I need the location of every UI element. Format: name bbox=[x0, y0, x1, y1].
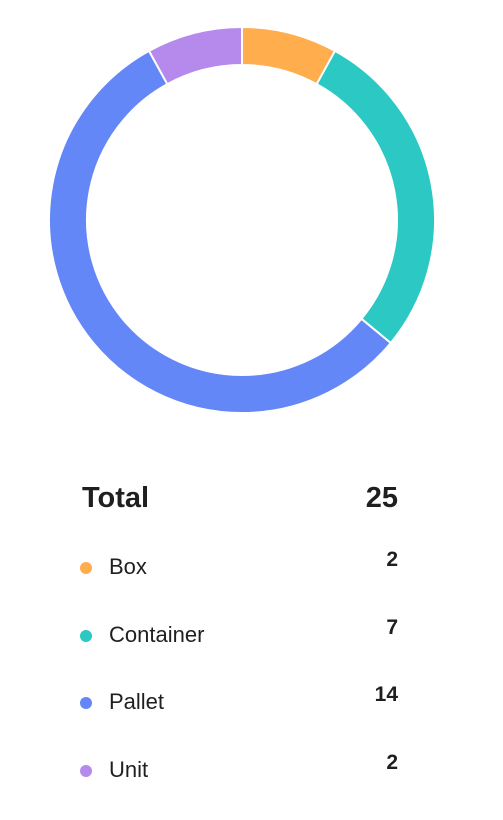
legend-value-pallet: 14 bbox=[374, 683, 398, 706]
legend-value-box: 2 bbox=[386, 548, 398, 571]
legend-item-box: Box 2 bbox=[80, 548, 398, 616]
legend-item-pallet: Pallet 14 bbox=[80, 683, 398, 751]
donut-slice-unit bbox=[147, 25, 243, 86]
donut-slice-pallet bbox=[48, 49, 393, 414]
legend-marker-pallet bbox=[80, 697, 92, 709]
donut-chart bbox=[48, 25, 436, 414]
legend-value-unit: 2 bbox=[386, 750, 398, 774]
total-value: 25 bbox=[365, 481, 398, 514]
legend-label-box: Box bbox=[109, 554, 147, 579]
legend-item-container: Container 7 bbox=[80, 616, 398, 684]
legend-marker-container bbox=[80, 629, 92, 642]
legend-label-unit: Unit bbox=[109, 756, 149, 782]
legend-marker-box bbox=[80, 562, 92, 574]
legend-marker-unit bbox=[80, 764, 92, 777]
total-row: Total 25 bbox=[82, 478, 398, 518]
legend-value-container: 7 bbox=[386, 615, 398, 639]
legend: Box 2 Container 7 Pallet 14 Unit 2 bbox=[80, 548, 398, 818]
donut-slice-container bbox=[315, 49, 436, 345]
legend-label-pallet: Pallet bbox=[109, 689, 165, 714]
total-label: Total bbox=[82, 481, 150, 514]
legend-label-container: Container bbox=[109, 621, 205, 647]
legend-item-unit: Unit 2 bbox=[80, 751, 398, 819]
